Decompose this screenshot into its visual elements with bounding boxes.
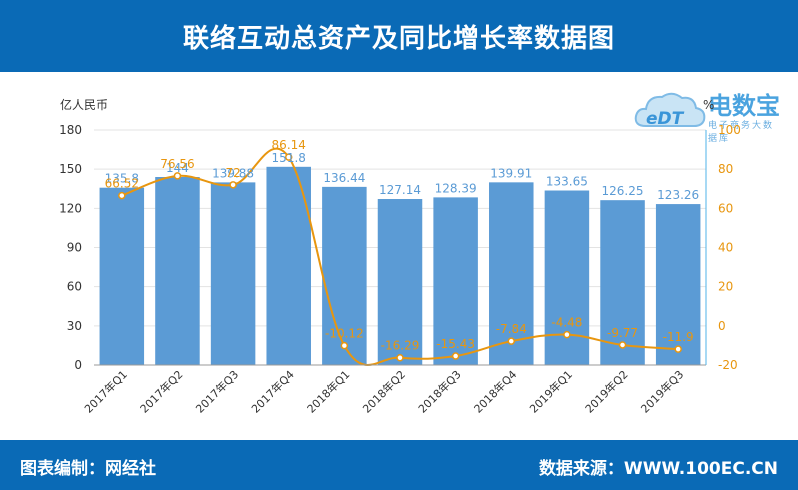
y-tick-label-left: 60 [67,280,82,294]
bar [322,186,367,365]
line-point [451,352,460,360]
x-tick-label: 2018年Q2 [360,367,409,416]
y-tick-label-right: 80 [718,162,733,176]
logo-sub: 电子商务大数据库 [708,121,775,144]
line-value-label: -9.77 [607,326,638,340]
line-point [618,341,627,349]
line-value-label: -15.43 [436,337,475,351]
line-point [173,172,182,180]
bar-value-label: 126.25 [602,184,644,198]
line-value-label: 72 [225,166,240,180]
y-tick-label-right: -20 [718,358,738,372]
bar-value-label: 128.39 [435,181,477,195]
chart-area: 亿人民币 % 135.8 144 139.88 151.8 136.44 127.14 12… [59,97,741,416]
logo: eDT 电数宝 电子商务大数据库 [632,86,782,144]
x-tick-label: 2018年Q1 [304,367,353,416]
line-point [563,330,571,339]
y-tick-label-right: 60 [718,201,733,215]
y-tick-label-right: 0 [718,319,726,333]
bar-value-label: 133.65 [546,175,588,189]
bar [489,182,534,365]
bar-value-label: 151.8 [272,151,306,165]
line-point [340,341,349,350]
bar-value-label: 144 [166,161,189,175]
bar [655,204,701,365]
bar [433,197,478,365]
line-value-label: -7.84 [496,322,527,336]
cloud-logo-icon: eDT [634,92,706,129]
x-tick-label: 2018年Q4 [471,367,520,416]
line-value-label: -16.29 [381,339,420,353]
y-tick-label-left: 120 [59,201,82,215]
x-tick-label: 2019年Q1 [526,367,575,416]
bar [99,187,145,365]
x-tick-label: 2019年Q2 [582,367,631,416]
y-axis-label-right: % [703,98,714,112]
footer-bar: 图表编制：网经社 数据来源：WWW.100EC.CN [0,440,798,490]
y-tick-label-left: 30 [67,319,82,333]
bar-value-label: 123.26 [657,188,699,202]
y-axis-label-left: 亿人民币 [60,97,108,112]
y-tick-label-right: 20 [718,280,733,294]
bar [544,190,590,365]
line-point [229,181,237,189]
bar [600,200,645,365]
logo-mark: eDT [646,109,685,129]
line-value-label: -10.12 [325,327,364,341]
x-tick-label: 2019年Q3 [638,367,687,416]
footer-data-source: 数据来源：WWW.100EC.CN [538,459,778,479]
line-point [674,345,682,353]
y-tick-label-left: 0 [74,358,82,372]
bar [266,166,311,365]
bar-value-label: 127.14 [379,183,421,197]
line-point [118,191,126,200]
line-point [396,353,404,362]
bar [210,182,256,365]
line-value-label: 66.52 [105,177,139,191]
x-tick-label: 2017年Q4 [248,367,297,416]
y-tick-label-right: 40 [718,241,733,255]
bar [377,199,423,365]
line-point [507,337,516,345]
bar [155,177,200,365]
line-point [284,153,293,161]
line-value-label: -4.48 [551,316,582,330]
x-tick-label: 2018年Q3 [415,367,464,416]
bar-value-label: 135.8 [105,172,139,186]
x-tick-label: 2017年Q3 [193,367,242,416]
chart-title: 联络互动总资产及同比增长率数据图 [182,23,615,54]
line-value-label: -11.9 [663,330,694,344]
y-tick-label-left: 180 [59,123,82,137]
bar-value-label: 139.88 [212,166,254,180]
line-value-label: 86.14 [272,138,306,152]
data-labels: 135.8 144 139.88 151.8 136.44 127.14 128.39 139… [105,138,700,353]
bar-value-label: 136.44 [323,171,365,185]
line-value-label: 76.56 [160,157,194,171]
logo-name: 电数宝 [708,92,780,120]
footer-source-compiler: 图表编制：网经社 [20,459,156,479]
x-tick-label: 2017年Q1 [81,367,130,416]
y-tick-label-left: 150 [59,162,82,176]
y-tick-label-left: 90 [67,241,82,255]
bar-value-label: 139.91 [490,166,532,180]
title-bar: 联络互动总资产及同比增长率数据图 [0,0,798,72]
x-tick-label: 2017年Q2 [137,367,186,416]
y-tick-label-right: 100 [718,123,741,137]
